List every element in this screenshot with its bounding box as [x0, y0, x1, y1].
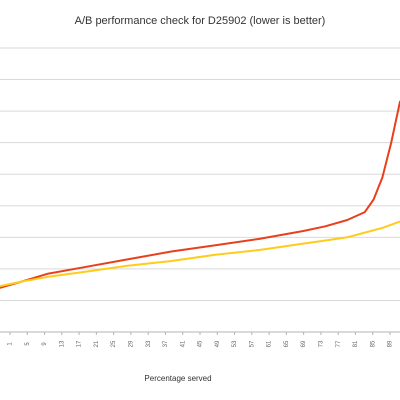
x-tick-label: 77 [336, 340, 342, 347]
x-tick-label: 17 [77, 340, 83, 347]
series-line-2 [0, 220, 400, 288]
x-tick-label: 73 [318, 340, 324, 347]
x-tick-label: 29 [128, 340, 134, 347]
x-tick-label: 49 [215, 340, 221, 347]
x-tick-label: 69 [301, 340, 307, 347]
x-tick-label: 65 [284, 340, 290, 347]
x-tick-label: 37 [163, 340, 169, 347]
x-tick-label: 85 [370, 340, 376, 347]
gridlines [0, 47, 400, 301]
x-tick-label: 21 [94, 340, 100, 347]
chart-title: A/B performance check for D25902 (lower … [75, 15, 326, 27]
x-tick-label: 45 [198, 340, 204, 347]
x-tick-label: 81 [353, 340, 359, 347]
x-axis-label: Percentage served [144, 374, 211, 383]
x-tick-label: 5 [25, 342, 31, 346]
x-tick-label: 9 [42, 342, 48, 346]
x-tick-label: 1 [8, 342, 14, 346]
x-tick-label: 53 [232, 340, 238, 347]
series-lines [0, 100, 400, 289]
x-tick-label: 89 [388, 340, 394, 347]
x-tick-label: 13 [59, 340, 65, 347]
x-tick-labels: 1 5 9 13 17 21 25 29 33 37 41 45 49 53 57 61 65 69 73 77 81 8… [8, 332, 394, 347]
x-tick-label: 57 [249, 340, 255, 347]
x-tick-label: 33 [146, 340, 152, 347]
series-line-1 [0, 100, 400, 289]
x-tick-label: 25 [111, 340, 117, 347]
x-tick-label: 41 [180, 340, 186, 347]
x-tick-label: 61 [267, 340, 273, 347]
